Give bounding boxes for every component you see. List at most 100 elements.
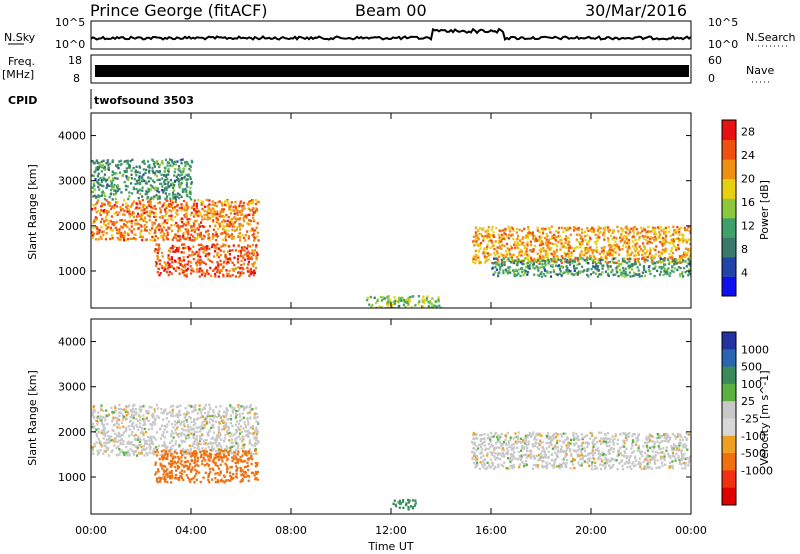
echo-cell (637, 462, 640, 466)
echo-cell (162, 464, 165, 468)
echo-cell (235, 472, 238, 475)
echo-cell (240, 473, 243, 477)
freq-right-tick-top: 60 (708, 54, 722, 67)
echo-cell (638, 449, 641, 452)
echo-cell (255, 433, 258, 436)
echo-cell (237, 409, 240, 412)
echo-cell (658, 259, 661, 263)
echo-cell (103, 429, 106, 432)
echo-cell (171, 229, 174, 233)
echo-cell (165, 186, 168, 189)
echo-cell (376, 298, 380, 301)
echo-cell (174, 260, 177, 263)
echo-cell (627, 264, 630, 268)
echo-cell (646, 259, 649, 262)
echo-cell (189, 213, 192, 217)
echo-cell (662, 447, 665, 450)
echo-cell (648, 465, 651, 469)
echo-cell (180, 243, 184, 246)
echo-cell (479, 247, 482, 250)
echo-cell (232, 244, 235, 247)
echo-cell (103, 167, 106, 170)
echo-cell (214, 463, 217, 467)
echo-cell (626, 239, 629, 242)
echo-cell (234, 416, 237, 419)
echo-cell (544, 262, 547, 265)
echo-cell (255, 255, 258, 258)
echo-cell (691, 243, 693, 245)
echo-cell (190, 211, 193, 215)
echo-cell (157, 468, 160, 471)
echo-cell (664, 272, 667, 275)
echo-cell (163, 208, 167, 211)
echo-cell (98, 451, 101, 455)
echo-cell (211, 237, 215, 241)
echo-cell (666, 270, 669, 273)
echo-cell (231, 261, 234, 264)
echo-cell (187, 411, 190, 415)
echo-cell (140, 217, 143, 221)
echo-cell (492, 435, 495, 438)
echo-cell (175, 452, 179, 455)
echo-cell (211, 210, 214, 214)
echo-cell (140, 209, 143, 212)
echo-cell (519, 274, 522, 278)
echo-cell (221, 220, 224, 223)
echo-cell (239, 274, 242, 277)
echo-cell (594, 267, 597, 270)
echo-cell (487, 226, 490, 229)
echo-cell (195, 206, 199, 210)
echo-cell (255, 472, 258, 475)
echo-cell (646, 462, 649, 466)
echo-cell (172, 250, 175, 253)
echo-cell (253, 414, 256, 417)
echo-cell (550, 439, 553, 443)
echo-cell (149, 229, 152, 232)
echo-cell (621, 238, 624, 241)
echo-cell (167, 254, 170, 257)
echo-cell (631, 274, 635, 278)
echo-cell (195, 202, 198, 205)
echo-cell (204, 403, 207, 407)
echo-cell (198, 248, 201, 251)
echo-cell (127, 440, 130, 443)
echo-cell (255, 420, 258, 423)
echo-cell (152, 211, 156, 215)
echo-cell (510, 443, 514, 447)
echo-cell (586, 251, 589, 255)
echo-cell (155, 169, 158, 173)
echo-cell (522, 241, 525, 244)
echo-cell (625, 231, 628, 234)
echo-cell (628, 271, 631, 274)
echo-cell (223, 456, 226, 459)
echo-cell (143, 454, 146, 457)
echo-cell (564, 257, 567, 261)
echo-cell (486, 247, 489, 250)
echo-cell (228, 253, 231, 256)
echo-cell (435, 300, 438, 303)
echo-cell (491, 225, 494, 229)
echo-cell (213, 204, 216, 207)
echo-cell (185, 208, 188, 212)
echo-cell (590, 467, 593, 471)
echo-cell (130, 231, 133, 234)
echo-cell (144, 440, 147, 443)
echo-cell (183, 440, 186, 443)
echo-cell (187, 206, 190, 209)
echo-cell (135, 223, 138, 226)
echo-cell (569, 270, 572, 273)
echo-cell (639, 226, 643, 230)
echo-cell (671, 257, 674, 261)
echo-cell (539, 452, 542, 456)
echo-cell (615, 261, 618, 265)
echo-cell (658, 466, 661, 469)
echo-cell (559, 272, 562, 276)
echo-cell (591, 432, 594, 435)
echo-cell (554, 458, 557, 461)
echo-cell (142, 438, 145, 441)
echo-cell (511, 467, 514, 470)
echo-cell (183, 412, 186, 416)
echo-cell (239, 200, 242, 203)
echo-cell (131, 202, 134, 205)
echo-cell (109, 436, 112, 439)
